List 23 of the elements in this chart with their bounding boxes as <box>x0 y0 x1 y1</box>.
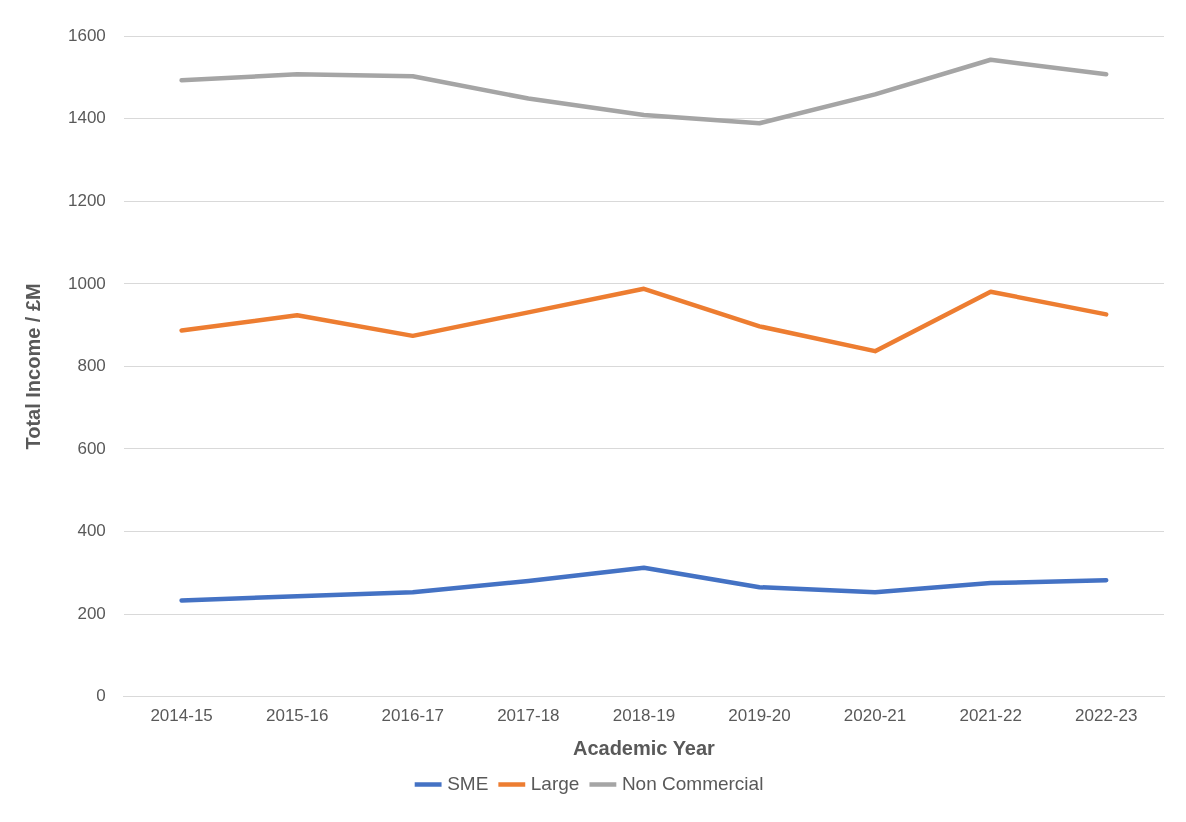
x-tick-label: 2019-20 <box>728 706 791 726</box>
y-axis-title: Total Income / £M <box>21 283 44 450</box>
legend-label: SME <box>447 772 489 794</box>
x-tick-label: 2021-22 <box>959 706 1022 726</box>
legend-label: Non Commercial <box>621 772 764 794</box>
y-tick-label: 200 <box>77 603 106 623</box>
y-tick-label: 1600 <box>67 25 106 45</box>
x-tick-label: 2016-17 <box>381 706 444 726</box>
y-tick-label: 1400 <box>67 108 106 128</box>
x-tick-label: 2015-16 <box>265 706 329 726</box>
y-tick-label: 1200 <box>67 190 106 210</box>
legend-label: Large <box>530 772 580 794</box>
y-tick-label: 0 <box>96 686 106 706</box>
y-tick-label: 800 <box>77 356 106 376</box>
y-tick-label: 1000 <box>67 273 106 293</box>
y-tick-label: 400 <box>77 521 106 541</box>
x-tick-label: 2017-18 <box>497 706 560 726</box>
x-tick-label: 2018-19 <box>612 706 676 726</box>
y-tick-label: 600 <box>77 438 106 458</box>
x-tick-label: 2022-23 <box>1075 706 1138 726</box>
x-tick-label: 2014-15 <box>150 706 213 726</box>
x-tick-label: 2020-21 <box>843 706 907 726</box>
x-axis-title: Academic Year <box>572 736 716 759</box>
